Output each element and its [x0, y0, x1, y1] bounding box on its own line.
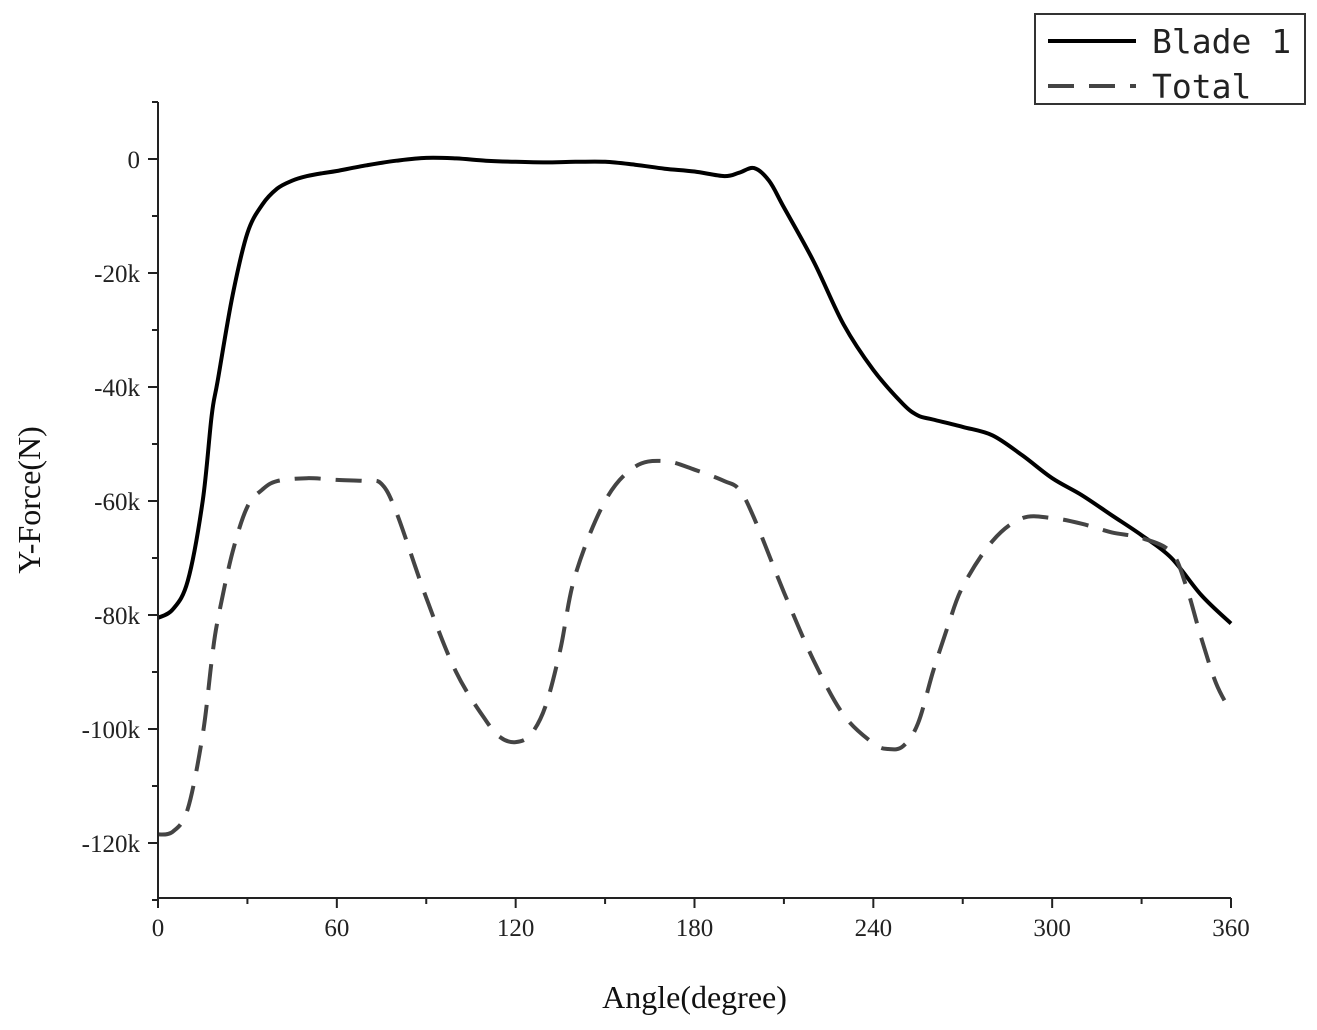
x-tick-label: 300 [1033, 915, 1071, 942]
legend: Blade 1 Total [1034, 13, 1306, 106]
y-tick-label: -60k [94, 489, 140, 516]
y-tick-label: -120k [82, 831, 141, 858]
y-tick-label: -40k [94, 375, 140, 402]
plot-lines [156, 155, 1233, 837]
x-tick-label: 60 [324, 915, 349, 942]
y-tick-label: 0 [128, 147, 141, 174]
y-tick-label: -80k [94, 603, 140, 630]
x-tick-label: 180 [676, 915, 714, 942]
legend-label-0: Blade 1 [1152, 22, 1291, 61]
legend-label-1: Total [1152, 67, 1251, 106]
y-tick-label: -100k [82, 717, 141, 744]
x-tick-label: 360 [1212, 915, 1250, 942]
x-tick-label: 240 [855, 915, 893, 942]
axes: 0 60 120 180 240 300 360 0 -20k -40k -60k -80k -100k… [82, 101, 1250, 942]
x-tick-label: 120 [497, 915, 535, 942]
series-line-0 [156, 155, 1233, 625]
series-line-1 [157, 458, 1233, 837]
y-axis-title: Y-Force(N) [11, 426, 47, 574]
x-tick-label: 0 [152, 915, 165, 942]
legend-box [1034, 13, 1306, 105]
y-tick-label: -20k [94, 261, 140, 288]
x-axis-title: Angle(degree) [602, 979, 787, 1015]
